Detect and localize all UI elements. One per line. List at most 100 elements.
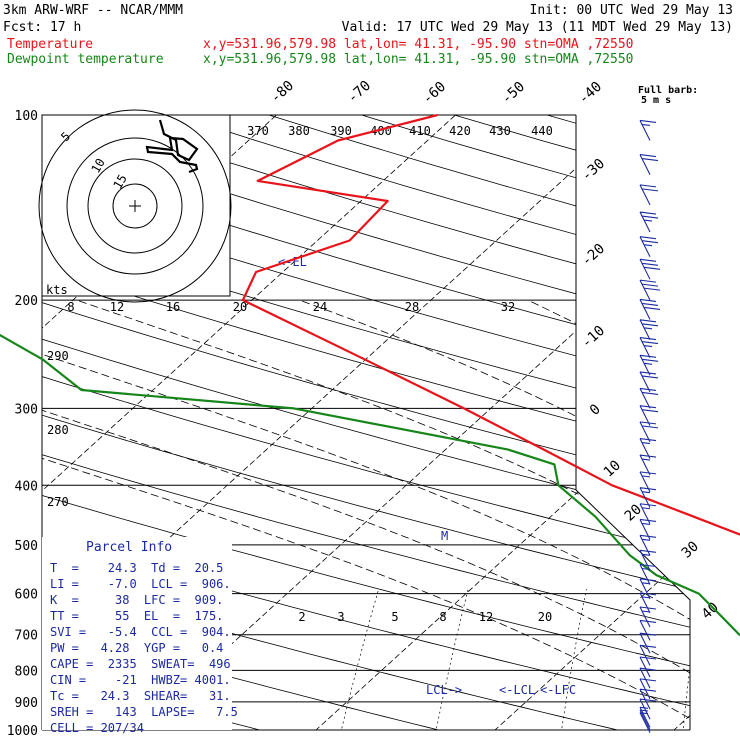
mixing-ratio-line (433, 589, 469, 730)
isotherm-line (122, 115, 690, 730)
forecast-hour: Fcst: 17 h (3, 20, 81, 35)
dewpoint-location: x,y=531.96,579.98 lat,lon= 41.31, -95.90… (203, 52, 633, 67)
lcl-marker: <-LCL (499, 683, 535, 697)
pressure-tick-label: 400 (15, 479, 38, 494)
theta-label: 290 (47, 349, 69, 363)
mixing-ratio-line (337, 589, 380, 730)
melting-level-marker: M (441, 529, 448, 543)
isotherm-line (42, 115, 456, 730)
valid-time: Valid: 17 UTC Wed 29 May 13 (11 MDT Wed … (342, 20, 733, 35)
isotherm-label: 20 (622, 501, 645, 524)
mixing-ratio-line (559, 589, 587, 730)
theta-e-label: 440 (531, 124, 553, 138)
wind-barb (639, 578, 657, 600)
parcel-row: CAPE = 2335 SWEAT= 496 (50, 657, 231, 671)
wind-barb (639, 405, 659, 426)
isotherm-label: -10 (579, 323, 609, 352)
wind-barb (639, 387, 659, 409)
wind-barb (639, 667, 657, 689)
isotherm-label: 0 (587, 401, 604, 419)
hodograph-ring (112, 183, 158, 229)
dewpoint-trace (0, 333, 740, 637)
temperature-location: x,y=531.96,579.98 lat,lon= 41.31, -95.90… (203, 37, 633, 52)
mixing-ratio-line (681, 589, 690, 730)
parcel-row: PW = 4.28 YGP = 0.4 (50, 641, 223, 655)
wind-barb (639, 563, 657, 585)
dry-adiabat-line (42, 115, 690, 730)
pressure-tick-label: 200 (15, 294, 38, 309)
mixing-ratio-label: 5 (391, 610, 398, 624)
wind-barb (639, 606, 657, 628)
speed-scale-label: 8 (67, 300, 74, 314)
wind-barb (639, 154, 659, 175)
header: 3km ARW-WRF -- NCAR/MMM Init: 00 UTC Wed… (3, 3, 733, 106)
hodograph-ring (87, 158, 183, 254)
right-axis (575, 115, 691, 730)
dry-adiabat-line (42, 115, 690, 730)
isotherm-label: -20 (579, 241, 609, 270)
wind-barb (639, 678, 657, 700)
wind-barb (639, 258, 661, 280)
isotherm-label: -80 (268, 78, 298, 107)
moist-adiabat-line (76, 299, 690, 730)
wind-barb (639, 319, 659, 341)
theta-e-label: 390 (330, 124, 352, 138)
theta-e-label: 410 (409, 124, 431, 138)
parcel-row: SREH = 143 LAPSE= 7.5 (50, 705, 238, 719)
isotherm-label: -40 (576, 79, 606, 108)
pressure-tick-label: 300 (15, 402, 38, 417)
hodograph-ring (66, 137, 204, 275)
mixing-ratio-label: 3 (337, 610, 344, 624)
wind-barb (639, 298, 661, 320)
isotherm-label: 40 (699, 599, 722, 622)
model-title: 3km ARW-WRF -- NCAR/MMM (3, 3, 183, 18)
isotherm-label: -60 (420, 79, 450, 108)
wind-barb (639, 712, 651, 733)
wind-barb (639, 534, 657, 556)
hodograph-ring (38, 109, 232, 303)
wind-barb (639, 656, 657, 678)
wind-barb (639, 698, 657, 720)
wind-barb (639, 211, 659, 233)
hodograph-ring-label: 10 (88, 156, 107, 176)
pressure-tick-label: 100 (15, 109, 38, 124)
barb-key-title: Full barb: (638, 85, 698, 96)
dry-adiabat-line (42, 115, 690, 730)
parcel-row: SVI = -5.4 CCL = 904. (50, 625, 231, 639)
parcel-row: CELL = 207/34 (50, 721, 144, 735)
isotherm-line (480, 115, 690, 730)
theta-label: 270 (47, 495, 69, 509)
parcel-row: CIN = -21 HWBZ= 4001. (50, 673, 231, 687)
theta-label: 280 (47, 423, 69, 437)
dry-adiabat-line (42, 115, 690, 730)
dry-adiabat-line (42, 115, 690, 730)
isotherm-label: -30 (579, 156, 609, 185)
isotherm-label: -70 (345, 78, 375, 107)
moist-adiabat-line (728, 300, 740, 730)
hodograph-ring-label: 15 (110, 172, 129, 192)
speed-scale-label: 28 (405, 300, 419, 314)
theta-e-label: 370 (247, 124, 269, 138)
parcel-info-box: Parcel Info T = 24.3 Td = 20.5 LI = -7.0… (42, 537, 238, 735)
speed-scale-label: 24 (313, 300, 327, 314)
el-marker: <-EL (278, 255, 307, 269)
theta-e-label: 380 (288, 124, 310, 138)
wind-barb (639, 337, 659, 358)
mixing-ratio-label: 2 (298, 610, 305, 624)
sounding-traces (0, 113, 740, 637)
pressure-tick-label: 700 (15, 629, 38, 644)
parcel-info-title: Parcel Info (86, 540, 172, 555)
dry-adiabat-line (268, 115, 690, 730)
isotherm-line (301, 115, 690, 730)
mixing-ratio-label: 12 (479, 610, 493, 624)
wind-barb (639, 549, 657, 571)
hodograph-trace (145, 119, 199, 174)
wind-barb (639, 421, 659, 443)
init-time: Init: 00 UTC Wed 29 May 13 (530, 3, 734, 18)
wind-barb (639, 119, 657, 141)
pressure-tick-label: 600 (15, 588, 38, 603)
isotherm-label: 10 (601, 457, 624, 480)
pressure-tick-label: 800 (15, 664, 38, 679)
